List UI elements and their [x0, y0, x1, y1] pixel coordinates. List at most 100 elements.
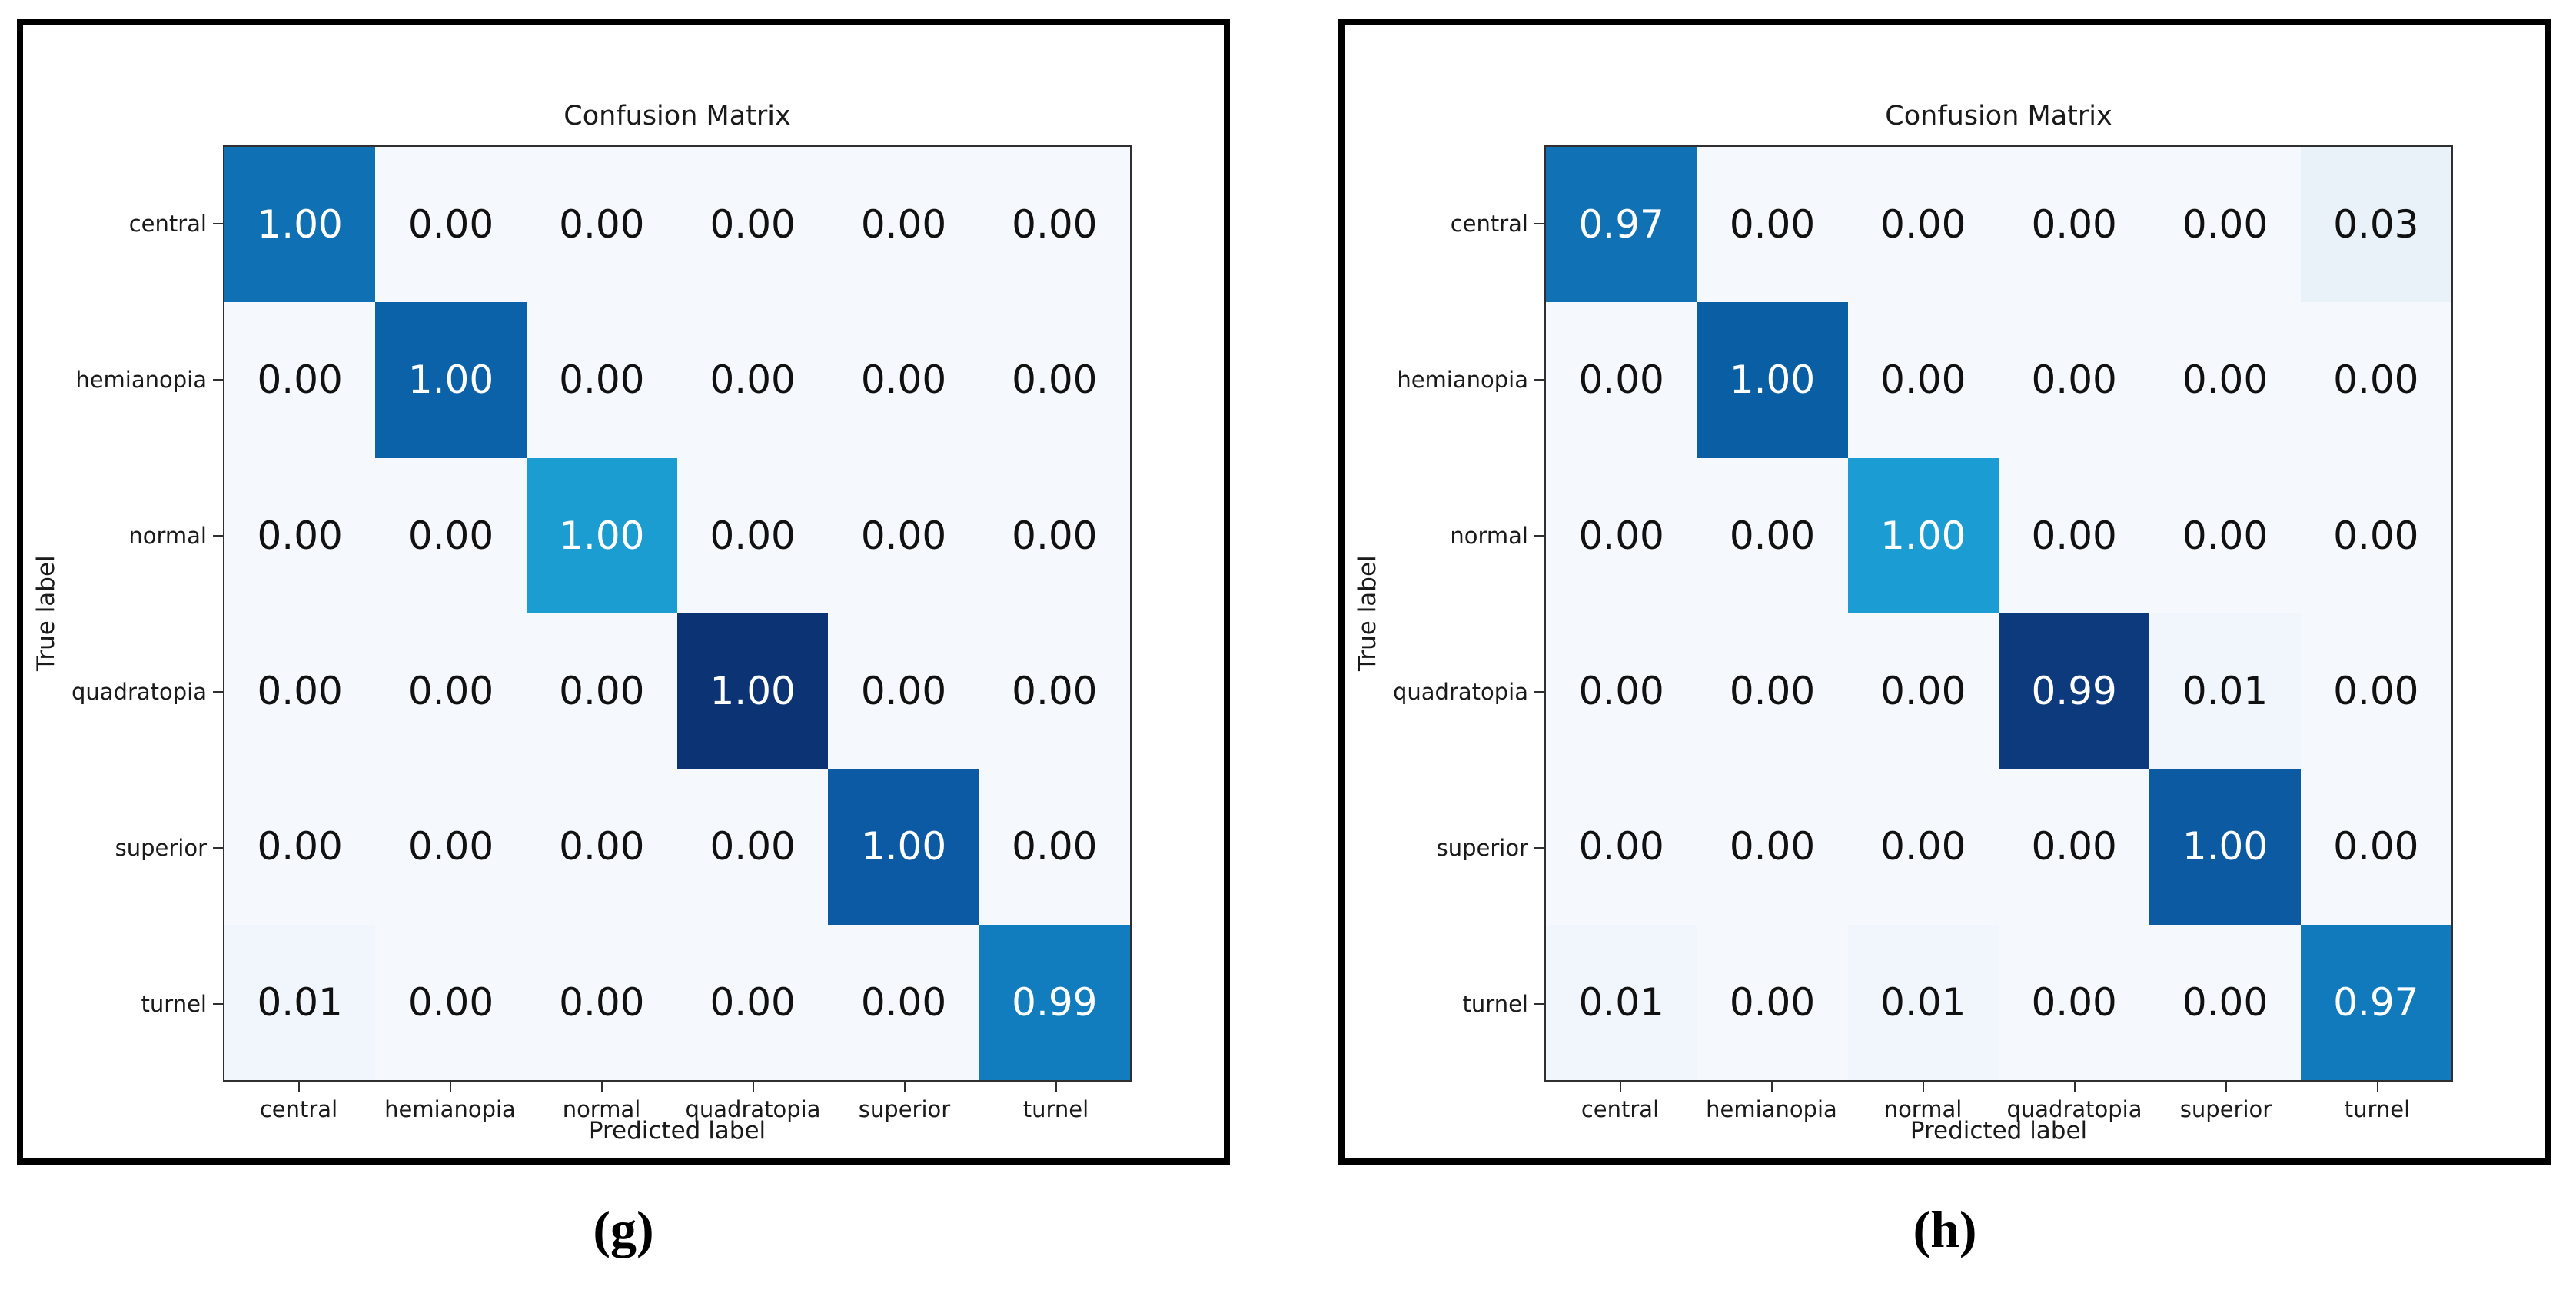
matrix-cell: 1.00 — [375, 302, 527, 458]
matrix-cell: 0.00 — [375, 769, 527, 925]
x-axis-title: Predicted label — [1910, 1117, 2088, 1145]
matrix-cell: 0.00 — [526, 302, 677, 458]
figure-panels: Confusion Matrix True label central hemi… — [17, 19, 2551, 1165]
matrix-cell: 0.97 — [2300, 924, 2451, 1080]
matrix-cell: 0.00 — [375, 457, 527, 613]
x-tick-label: hemianopia — [384, 1096, 516, 1122]
x-tick-label: central — [1581, 1096, 1660, 1122]
matrix-cell: 0.00 — [979, 613, 1130, 770]
matrix-cell: 0.00 — [224, 457, 376, 613]
tick-mark — [449, 1082, 451, 1092]
x-tick-label: hemianopia — [1706, 1096, 1837, 1122]
y-tick-labels: central hemianopia normal quadratopia su… — [23, 145, 223, 1082]
x-tick-label: central — [259, 1096, 338, 1122]
matrix-cell: 0.00 — [1847, 147, 1999, 303]
matrix-cell: 0.00 — [979, 147, 1130, 303]
matrix-cell: 0.01 — [1546, 924, 1697, 1080]
matrix-cell: 0.00 — [2300, 769, 2451, 925]
matrix-cell: 0.00 — [676, 457, 829, 613]
tick-mark — [1534, 534, 1544, 537]
x-axis-title: Predicted label — [588, 1117, 766, 1145]
tick-mark — [1534, 690, 1544, 693]
tick-mark — [213, 1002, 223, 1005]
y-tick: superior — [23, 770, 223, 926]
matrix-cell: 0.00 — [1697, 147, 1848, 303]
matrix-cell: 1.00 — [1697, 302, 1848, 458]
caption-g: (g) — [593, 1200, 654, 1258]
y-tick: normal — [1345, 457, 1544, 613]
x-tick-label: quadratopia — [2006, 1096, 2142, 1122]
y-tick-label: quadratopia — [1392, 678, 1528, 705]
y-tick-label: quadratopia — [71, 678, 207, 705]
matrix-cell: 0.00 — [979, 457, 1130, 613]
y-tick-label: hemianopia — [75, 366, 207, 393]
x-tick-label: superior — [2179, 1096, 2272, 1122]
matrix-cell: 0.00 — [828, 924, 979, 1080]
x-tick: turnel — [2302, 1082, 2453, 1128]
matrix-cell: 0.01 — [2149, 613, 2301, 770]
caption-h: (h) — [1913, 1200, 1977, 1258]
matrix-cell: 0.00 — [1847, 302, 1999, 458]
matrix-cell: 0.00 — [676, 924, 829, 1080]
x-tick: central — [1544, 1082, 1696, 1128]
matrix-cell: 0.00 — [2149, 147, 2301, 303]
tick-mark — [1534, 1002, 1544, 1005]
panel-g: Confusion Matrix True label central hemi… — [17, 19, 1230, 1165]
tick-mark — [1619, 1082, 1621, 1092]
y-tick-label: superior — [115, 834, 207, 861]
tick-mark — [1922, 1082, 1924, 1092]
matrix-cell: 0.00 — [1546, 457, 1697, 613]
x-tick-label: superior — [858, 1096, 951, 1122]
x-tick: quadratopia — [677, 1082, 829, 1128]
tick-mark — [600, 1082, 603, 1092]
matrix-cell: 0.00 — [1697, 769, 1848, 925]
tick-mark — [752, 1082, 754, 1092]
y-tick-label: hemianopia — [1397, 366, 1528, 393]
y-tick: hemianopia — [23, 301, 223, 457]
matrix-cell: 0.00 — [224, 613, 376, 770]
matrix-cell: 0.00 — [1847, 613, 1999, 770]
chart-title: Confusion Matrix — [1885, 101, 2112, 131]
x-tick-label: turnel — [2344, 1096, 2411, 1122]
matrix-cell: 0.00 — [224, 302, 376, 458]
matrix-cell: 0.00 — [526, 769, 677, 925]
matrix-cell: 0.00 — [2300, 302, 2451, 458]
matrix-cell: 0.99 — [1998, 613, 2150, 770]
x-tick: hemianopia — [1696, 1082, 1847, 1128]
y-tick: superior — [1345, 770, 1544, 926]
matrix-cell: 0.97 — [1546, 147, 1697, 303]
tick-mark — [297, 1082, 300, 1092]
y-tick-label: turnel — [1462, 990, 1528, 1017]
matrix-cell: 0.00 — [676, 769, 829, 925]
y-tick: quadratopia — [1345, 613, 1544, 770]
x-tick: hemianopia — [374, 1082, 526, 1128]
matrix-cell: 0.00 — [2300, 613, 2451, 770]
x-tick: superior — [2150, 1082, 2302, 1128]
matrix-cell: 0.00 — [1998, 302, 2150, 458]
tick-mark — [2225, 1082, 2227, 1092]
tick-mark — [213, 222, 223, 224]
matrix-cell: 0.00 — [1697, 924, 1848, 1080]
matrix-cell: 1.00 — [2149, 769, 2301, 925]
matrix-cell: 0.00 — [526, 613, 677, 770]
tick-mark — [1534, 378, 1544, 381]
tick-mark — [213, 534, 223, 537]
matrix-cell: 0.00 — [1546, 769, 1697, 925]
matrix-cell: 0.00 — [2149, 302, 2301, 458]
matrix-cell: 0.00 — [526, 924, 677, 1080]
y-tick-label: central — [1450, 210, 1528, 237]
y-tick-label: normal — [1450, 522, 1528, 549]
y-tick: turnel — [1345, 926, 1544, 1082]
y-tick-label: turnel — [141, 990, 207, 1017]
tick-mark — [213, 378, 223, 381]
matrix-cell: 0.00 — [526, 147, 677, 303]
y-tick: central — [23, 145, 223, 301]
x-tick-label: normal — [562, 1096, 641, 1122]
matrix-cell: 0.01 — [1847, 924, 1999, 1080]
x-tick: normal — [1847, 1082, 1999, 1128]
tick-mark — [1534, 222, 1544, 224]
chart-title: Confusion Matrix — [563, 101, 791, 131]
x-tick: quadratopia — [1999, 1082, 2150, 1128]
panel-h: Confusion Matrix True label central hemi… — [1338, 19, 2551, 1165]
matrix-cell: 0.00 — [1998, 769, 2150, 925]
